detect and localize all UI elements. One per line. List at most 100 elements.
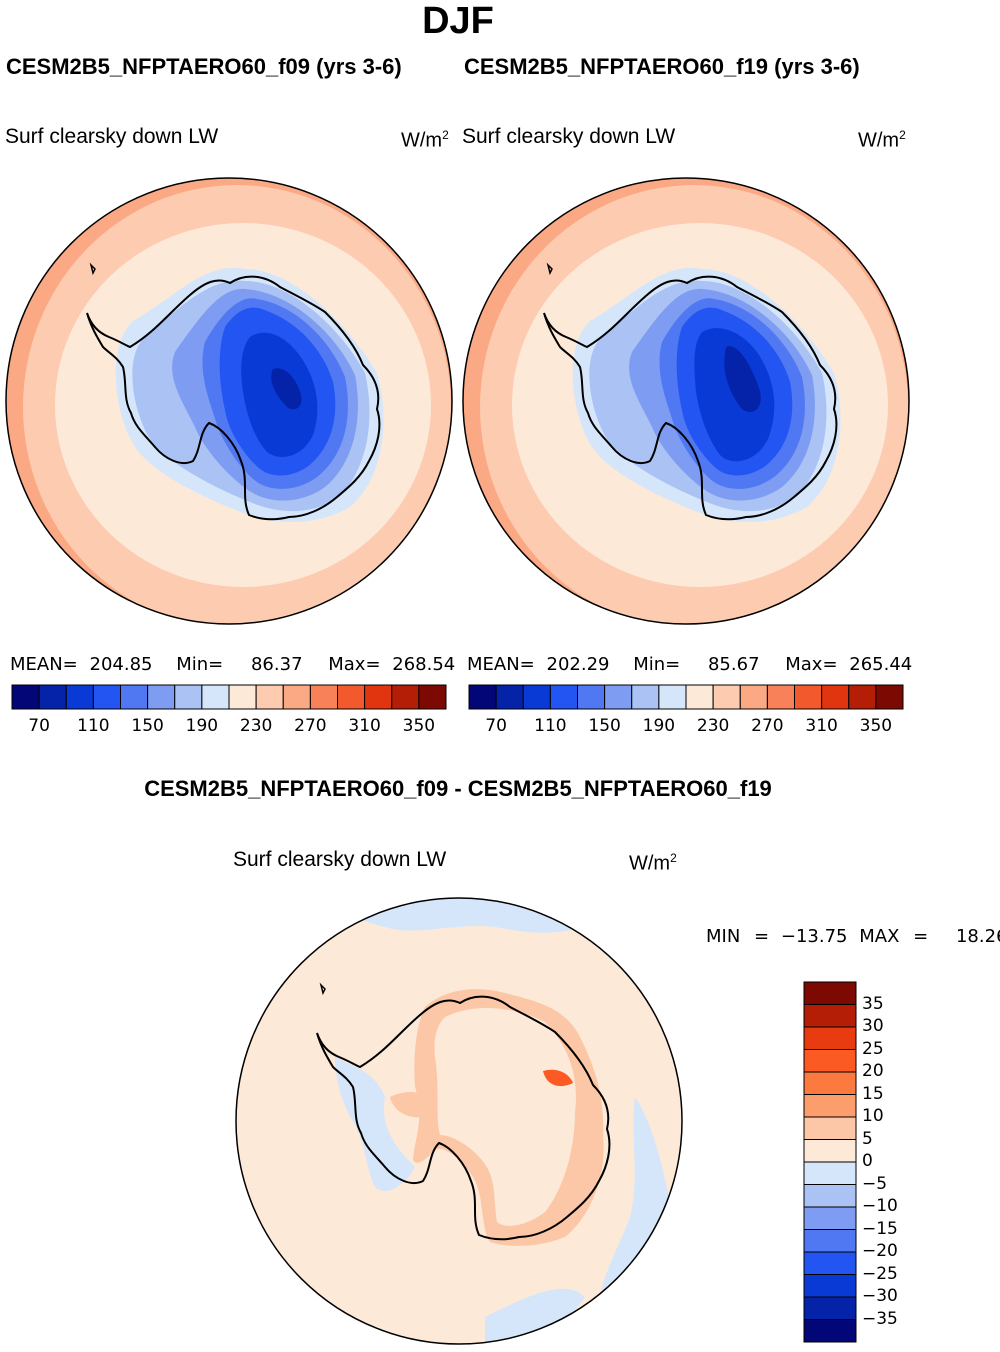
- colorbar-swatch: [147, 684, 176, 710]
- colorbar-swatch: [803, 1139, 857, 1163]
- colorbar-swatch: [228, 684, 257, 710]
- difference-min-eq: =: [754, 926, 770, 947]
- colorbar-tick-label: 230: [696, 716, 730, 736]
- colorbar-tick-label: 190: [642, 716, 676, 736]
- panel-2-mean-label: MEAN=: [467, 654, 535, 675]
- panel-1-mean: 204.85: [89, 654, 153, 675]
- colorbar-tick-label: 310: [805, 716, 838, 736]
- map2-frame: [462, 177, 910, 625]
- difference-max-label: MAX: [859, 926, 900, 947]
- map1-coastline: [86, 275, 381, 521]
- colorbar-swatch: [803, 1206, 857, 1230]
- panel-2-mean: 202.29: [546, 654, 610, 675]
- colorbar-swatch: [174, 684, 203, 710]
- panel-2-min: 85.67: [707, 654, 760, 675]
- colorbar-swatch: [803, 1296, 857, 1320]
- colorbar-swatch: [92, 684, 121, 710]
- colorbar-swatch: [803, 1161, 857, 1185]
- colorbar-swatch: [803, 1229, 857, 1253]
- panel-2-max: 265.44: [849, 654, 913, 675]
- difference-min-label: MIN: [706, 926, 741, 947]
- panel-1-min-label: Min=: [176, 654, 224, 675]
- colorbar-swatch: [803, 1094, 857, 1118]
- colorbar-swatch: [120, 684, 149, 710]
- colorbar-tick-label: 25: [862, 1038, 884, 1059]
- map2-coastline: [543, 275, 838, 521]
- colorbar-tick-label: 230: [239, 716, 273, 736]
- diff-island: [319, 982, 326, 996]
- colorbar-swatch: [658, 684, 687, 710]
- difference-minmax: MIN = −13.75 MAX = 18.26: [706, 926, 1000, 947]
- map1-island: [89, 262, 96, 276]
- colorbar-tick-label: −10: [862, 1196, 898, 1216]
- diff-coastline: [316, 995, 611, 1241]
- colorbar-tick-label: 10: [862, 1106, 884, 1126]
- panel-1-variable: Surf clearsky down LW: [5, 125, 219, 148]
- difference-min: −13.75: [780, 926, 848, 947]
- colorbar-swatch: [875, 684, 904, 710]
- colorbar-swatch: [631, 684, 660, 710]
- colorbar-panel-2: [468, 684, 904, 710]
- difference-title: CESM2B5_NFPTAERO60_f09 - CESM2B5_NFPTAER…: [144, 776, 772, 801]
- panel-2-variable: Surf clearsky down LW: [462, 125, 676, 148]
- diff-negative-south: [485, 1288, 585, 1344]
- map-difference: [235, 897, 683, 1345]
- difference-max: 18.26: [955, 926, 1000, 947]
- colorbar-swatch: [38, 684, 67, 710]
- colorbar-swatch: [685, 684, 714, 710]
- panel-2-max-label: Max=: [785, 654, 838, 675]
- colorbar-tick-label: 30: [862, 1016, 884, 1036]
- panel-1-max-label: Max=: [328, 654, 381, 675]
- colorbar-tick-label: −15: [862, 1218, 898, 1239]
- colorbar-difference: [803, 981, 857, 1343]
- colorbar-tick-label: 150: [588, 716, 621, 736]
- colorbar-swatch: [495, 684, 524, 710]
- colorbar-swatch: [803, 1071, 857, 1095]
- colorbar-swatch: [604, 684, 633, 710]
- panel-2-units: W/m2: [858, 128, 906, 152]
- colorbar-swatch: [11, 684, 40, 710]
- colorbar-swatch: [803, 1116, 857, 1140]
- diff-negative-peninsula: [335, 1057, 415, 1191]
- colorbar-tick-label: 270: [294, 716, 327, 736]
- colorbar-swatch: [803, 1004, 857, 1028]
- map-panel-2: [462, 177, 910, 625]
- colorbar-tick-label: 20: [862, 1061, 884, 1081]
- diff-positive-max: [543, 1069, 573, 1087]
- colorbar-tick-label: −30: [862, 1286, 898, 1306]
- colorbar-swatch: [468, 684, 497, 710]
- diff-neutral-core: [434, 1007, 576, 1226]
- colorbar-swatch: [794, 684, 823, 710]
- colorbar-swatch: [766, 684, 795, 710]
- colorbar-tick-label: 5: [862, 1128, 873, 1149]
- colorbar-tick-label: −35: [862, 1308, 898, 1329]
- colorbar-tick-label: 35: [862, 993, 884, 1014]
- colorbar-swatch: [549, 684, 578, 710]
- colorbar-tick-label: 150: [131, 716, 164, 736]
- panel-2-case-title: CESM2B5_NFPTAERO60_f19 (yrs 3-6): [464, 54, 860, 79]
- colorbar-swatch: [821, 684, 850, 710]
- colorbar-swatch: [201, 684, 230, 710]
- colorbar-swatch: [577, 684, 606, 710]
- colorbar-swatch: [391, 684, 420, 710]
- panel-2-stats: MEAN= 202.29 Min= 85.67 Max= 265.44: [467, 654, 912, 675]
- panel-1-units: W/m2: [401, 128, 449, 152]
- colorbar-panel-1: [11, 684, 447, 710]
- panel-1-case-title: CESM2B5_NFPTAERO60_f09 (yrs 3-6): [6, 54, 402, 79]
- colorbar-swatch: [803, 1274, 857, 1298]
- colorbar-tick-label: 310: [348, 716, 381, 736]
- difference-units: W/m2: [629, 851, 677, 875]
- colorbar-swatch: [418, 684, 447, 710]
- panel-1-min: 86.37: [250, 654, 303, 675]
- colorbar-swatch: [739, 684, 768, 710]
- colorbar-tick-label: 270: [751, 716, 784, 736]
- colorbar-tick-label: 15: [862, 1083, 884, 1104]
- difference-max-eq: =: [913, 926, 929, 947]
- colorbar-swatch: [522, 684, 551, 710]
- season-title: DJF: [422, 0, 494, 42]
- colorbar-tick-label: 190: [185, 716, 219, 736]
- colorbar-swatch: [803, 1049, 857, 1073]
- colorbar-swatch: [803, 1319, 857, 1343]
- map-panel-1: [5, 177, 453, 625]
- colorbar-swatch: [282, 684, 311, 710]
